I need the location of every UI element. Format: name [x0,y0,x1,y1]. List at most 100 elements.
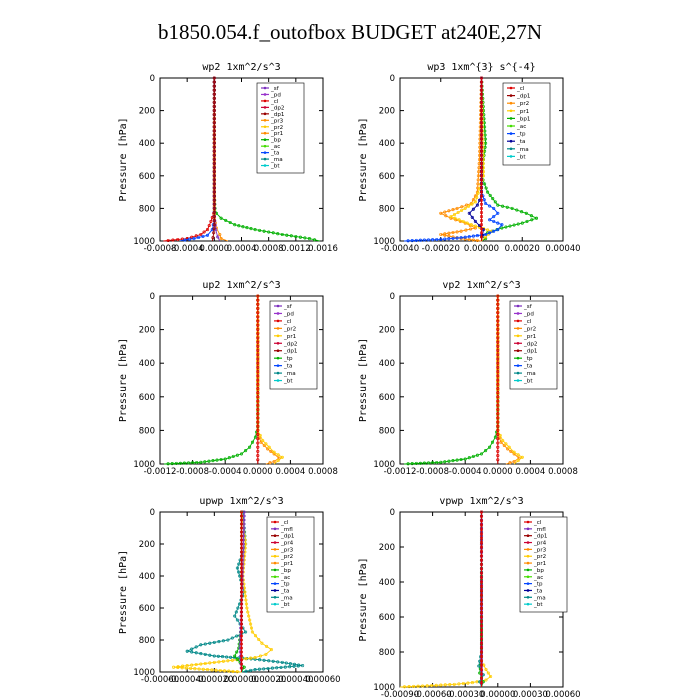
x-tick-label: 0.0008 [254,244,284,254]
series-point [193,667,197,671]
series-point [208,653,212,657]
y-tick-label: 600 [379,613,395,623]
series-point [479,113,484,117]
series-point [520,455,524,459]
series-point [298,235,302,239]
series-point [465,221,469,225]
series-point [172,665,176,669]
series-point [271,659,275,663]
series-point [184,666,188,670]
series-point [451,236,455,240]
legend-label: _dp2 [523,341,537,347]
series-point [210,668,214,672]
series-point [418,238,422,242]
series-point [280,660,284,664]
series-point [479,88,484,92]
series-point [247,614,251,618]
panel-title: upwp 1xm^2/s^3 [199,496,283,507]
y-tick-label: 400 [139,139,155,149]
legend-label: _pd [270,92,281,98]
series-point [479,198,484,202]
legend-label: _ta [523,364,532,370]
series-point [496,445,500,449]
legend-marker [526,520,530,524]
legend-marker [263,106,267,109]
x-tick-label: -0.00020 [422,244,460,254]
legend-label: _pr3 [270,118,284,124]
series-point [201,234,205,238]
y-tick-label: 1000 [133,237,155,247]
y-axis-label: Pressure [hPa] [118,550,129,634]
series-point [239,590,244,594]
series-point [256,407,260,411]
series-point [471,207,475,211]
series-point [268,461,272,465]
series-point [212,113,216,117]
series-point [256,395,260,399]
series-point [496,424,500,428]
series-point [464,228,468,232]
legend-marker [509,86,513,90]
series-point [479,597,484,602]
series-point [256,319,260,323]
legend-marker [276,341,280,345]
series-point [269,449,273,453]
series-point [191,461,195,465]
series-point [496,437,500,441]
series-point [473,219,477,223]
series-point [270,666,274,670]
series-point [269,648,273,652]
series-point [185,664,189,668]
x-tick-label: -0.00040 [168,675,206,685]
series-point [212,190,216,194]
series-point [267,445,271,449]
series-point [426,461,431,465]
series-point [239,578,244,582]
legend-marker [273,596,277,599]
legend-marker [276,327,280,330]
series-point [289,234,293,238]
series-point [280,455,284,459]
series-point [484,678,488,682]
series-point [496,378,500,382]
series-point [479,170,484,174]
series-point [460,208,464,212]
series-point [422,238,426,242]
x-tick-label: -0.0012 [384,467,417,477]
y-tick-label: 0 [150,508,155,518]
legend-marker [526,541,530,544]
series-point [496,294,500,298]
series-point [244,449,248,453]
legend-marker [263,93,267,96]
series-point [479,210,484,215]
series-point [241,546,245,550]
series-point [212,178,216,182]
legend-marker [516,379,520,382]
series-point [496,407,500,411]
series-point [455,230,459,234]
series-point [496,323,500,327]
y-tick-label: 800 [379,648,395,658]
legend-marker [516,356,520,360]
series-point [248,445,252,449]
series-point [479,571,484,575]
series-point [203,460,207,464]
series-point [258,658,262,662]
legend-marker [273,575,277,579]
series-point [479,231,484,235]
series-point [475,203,479,207]
legend-marker [273,602,277,606]
series-point [243,590,247,594]
series-point [479,100,484,105]
legend-marker [276,349,280,353]
series-point [199,232,203,237]
series-point [434,683,438,687]
series-point [500,223,504,227]
legend-label: _ta [270,151,279,157]
series-point [479,593,484,597]
series-point [239,598,244,602]
series-point [478,149,482,153]
series-point [266,666,270,671]
legend-label: _tp [523,356,533,362]
